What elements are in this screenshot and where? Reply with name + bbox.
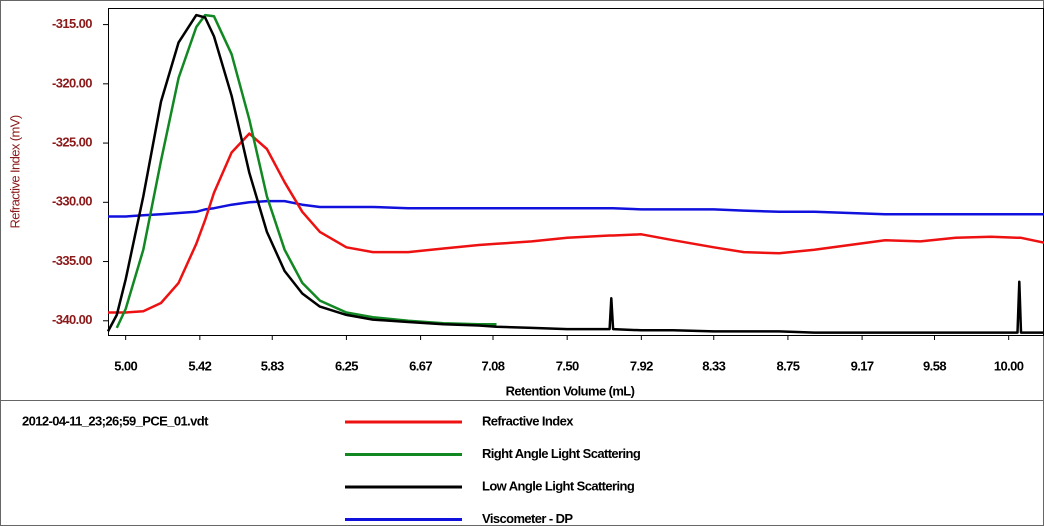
- y-tick-label: -335.00: [52, 253, 92, 268]
- legend-title: 2012-04-11_23;26;59_PCE_01.vdt: [22, 413, 209, 428]
- x-tick-label: 8.75: [776, 358, 799, 373]
- legend-label: Viscometer - DP: [482, 511, 573, 526]
- x-tick-label: 5.42: [188, 358, 211, 373]
- y-tick-label: -340.00: [52, 312, 92, 327]
- y-tick-label: -320.00: [52, 75, 92, 90]
- x-tick-label: 6.25: [335, 358, 358, 373]
- x-tick-label: 10.00: [994, 358, 1024, 373]
- x-tick-label: 5.00: [114, 358, 137, 373]
- series-line: [115, 13, 497, 329]
- y-tick-label: -315.00: [52, 16, 92, 31]
- x-tick-label: 5.83: [261, 358, 284, 373]
- x-tick-label: 6.67: [409, 358, 432, 373]
- y-tick-label: -325.00: [52, 135, 92, 150]
- x-tick-label: 9.17: [851, 358, 874, 373]
- series-line: [108, 199, 1044, 218]
- legend-label: Refractive Index: [482, 413, 574, 428]
- y-axis-label: Refractive Index (mV): [7, 115, 22, 228]
- x-tick-label: 7.50: [556, 358, 579, 373]
- series-line: [106, 13, 1044, 334]
- x-axis-label: Retention Volume (mL): [506, 383, 635, 398]
- series-line: [108, 132, 1044, 314]
- x-tick-label: 7.92: [630, 358, 653, 373]
- x-tick-label: 7.08: [482, 358, 505, 373]
- legend-label: Right Angle Light Scattering: [482, 446, 641, 461]
- x-tick-label: 8.33: [702, 358, 725, 373]
- x-tick-label: 9.58: [923, 358, 946, 373]
- y-tick-label: -330.00: [52, 194, 92, 209]
- legend-label: Low Angle Light Scattering: [482, 478, 635, 493]
